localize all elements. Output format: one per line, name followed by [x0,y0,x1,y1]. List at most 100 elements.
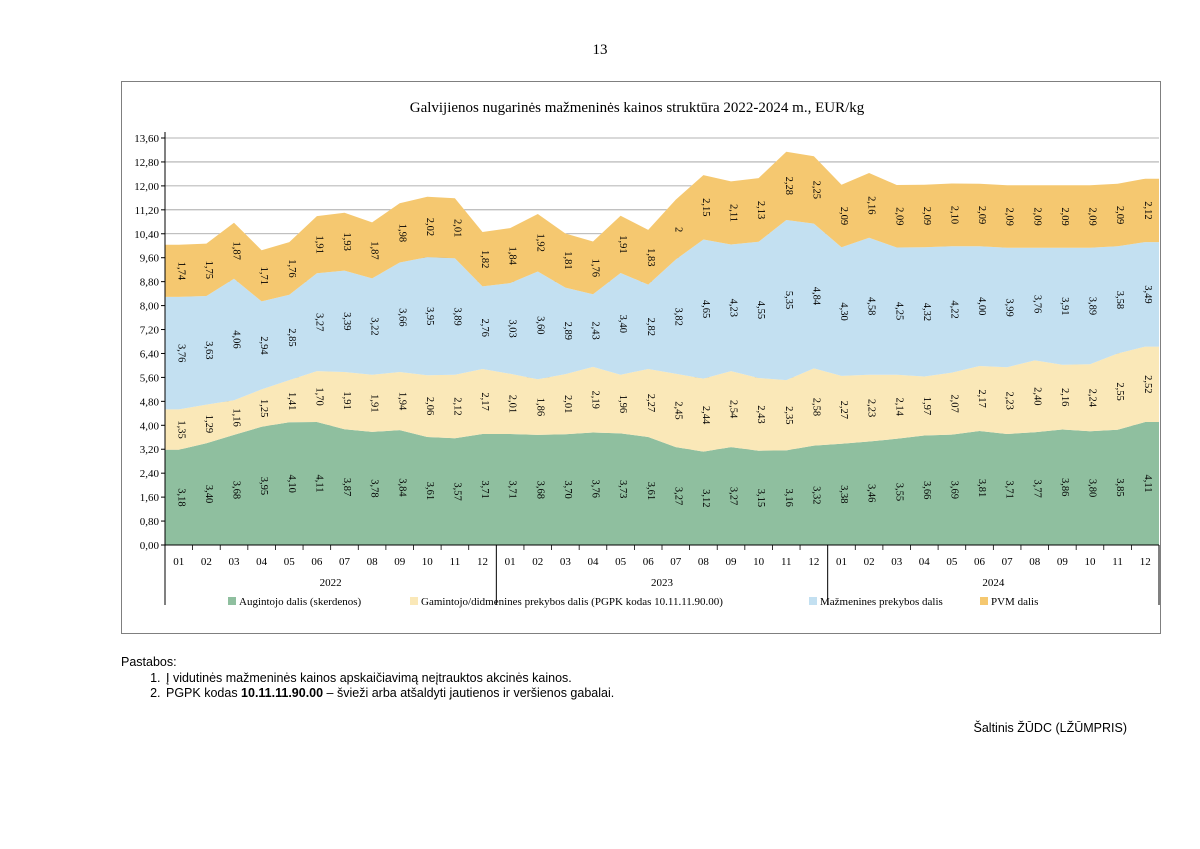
month-label: 07 [670,556,682,568]
notes-label: Pastabos: [121,655,177,669]
data-label-series-3: 3,95 [424,307,435,325]
data-label-series-1: 3,84 [396,478,407,497]
data-label-series-1: 3,71 [507,480,518,498]
data-label-series-4: 2,16 [866,196,877,214]
data-label-series-4: 2 [672,227,683,232]
month-label: 07 [339,556,351,568]
data-label-series-1: 3,61 [645,482,656,500]
month-label: 08 [698,556,710,568]
y-tick-label: 5,60 [140,372,160,384]
data-label-series-1: 3,73 [617,480,628,498]
data-label-series-4: 2,25 [810,181,821,199]
data-label-series-4: 1,71 [258,267,269,285]
data-label-series-1: 3,15 [755,489,766,507]
data-label-series-2: 2,17 [976,389,987,407]
month-label: 01 [836,556,847,568]
data-label-series-1: 3,71 [479,480,490,498]
data-label-series-2: 2,17 [479,392,490,410]
data-label-series-1: 4,11 [313,474,324,492]
data-label-series-3: 4,32 [921,303,932,321]
data-label-series-1: 3,80 [1087,479,1098,497]
data-label-series-3: 3,63 [203,341,214,359]
month-label: 02 [532,556,543,568]
month-label: 05 [615,556,627,568]
data-label-series-1: 3,55 [893,483,904,501]
month-label: 06 [974,556,986,568]
data-label-series-1: 3,12 [700,489,711,507]
y-tick-label: 4,00 [140,420,160,432]
data-label-series-2: 1,41 [286,392,297,410]
y-tick-label: 3,20 [140,444,160,456]
data-label-series-4: 1,74 [175,262,186,281]
data-label-series-3: 4,00 [976,297,987,315]
data-label-series-2: 2,23 [866,399,877,417]
month-label: 08 [1029,556,1041,568]
data-label-series-4: 2,01 [451,219,462,237]
y-tick-label: 8,00 [140,301,160,313]
data-label-series-3: 3,89 [451,307,462,325]
data-label-series-2: 1,35 [175,420,186,438]
data-label-series-1: 3,87 [341,478,352,496]
data-label-series-3: 3,91 [1059,297,1070,315]
data-label-series-3: 4,65 [700,300,711,318]
data-label-series-1: 3,32 [810,486,821,504]
data-label-series-3: 2,76 [479,319,490,337]
data-label-series-4: 1,84 [507,246,518,265]
area-series-4 [165,151,1159,302]
data-label-series-3: 3,76 [175,344,186,362]
data-label-series-2: 1,29 [203,415,214,433]
data-label-series-4: 2,09 [1059,207,1070,225]
month-label: 03 [560,556,572,568]
month-label: 12 [1140,556,1151,568]
data-label-series-2: 1,91 [369,394,380,412]
year-label: 2022 [320,577,342,589]
month-label: 07 [1002,556,1014,568]
data-label-series-4: 2,15 [700,198,711,216]
data-label-series-3: 3,66 [396,308,407,326]
data-label-series-3: 4,55 [755,301,766,319]
data-label-series-2: 2,16 [1059,388,1070,406]
data-label-series-3: 3,40 [617,315,628,333]
month-label: 03 [891,556,903,568]
legend-swatch-3 [809,597,817,605]
data-label-series-4: 1,83 [645,248,656,266]
data-label-series-1: 3,57 [452,482,463,500]
data-label-series-4: 1,93 [341,232,352,250]
data-label-series-2: 2,44 [700,406,711,425]
data-label-series-3: 3,76 [1031,295,1042,313]
data-label-series-2: 2,27 [645,394,656,412]
data-label-series-2: 2,07 [948,394,959,412]
month-label: 01 [173,556,184,568]
data-label-series-4: 1,87 [231,242,242,260]
data-label-series-4: 2,09 [921,207,932,225]
month-label: 09 [394,556,406,568]
note-2-code: 10.11.11.90.00 [241,686,324,700]
month-label: 11 [781,556,792,568]
data-label-series-4: 2,09 [838,207,849,225]
area-series-3 [165,220,1159,410]
data-label-series-1: 3,66 [921,481,932,499]
data-label-series-4: 2,09 [893,207,904,225]
data-label-series-3: 4,30 [838,302,849,320]
month-label: 03 [229,556,241,568]
data-label-series-4: 1,87 [369,241,380,259]
data-label-series-3: 3,60 [534,316,545,334]
data-label-series-4: 1,75 [203,261,214,279]
note-item-1: Į vidutinės mažmeninės kainos apskaičiav… [164,671,614,686]
data-label-series-2: 2,35 [783,406,794,424]
data-label-series-2: 2,23 [1004,391,1015,409]
data-label-series-2: 2,40 [1031,387,1042,405]
data-label-series-3: 4,25 [893,302,904,320]
data-label-series-2: 2,52 [1142,375,1153,393]
y-tick-label: 10,40 [134,229,159,241]
data-label-series-3: 5,35 [783,291,794,309]
data-label-series-2: 2,14 [893,398,904,417]
y-tick-label: 2,40 [140,468,160,480]
y-tick-label: 9,60 [140,253,160,265]
data-label-series-4: 1,91 [314,235,325,253]
month-label: 04 [919,556,931,568]
data-label-series-4: 2,09 [1087,207,1098,225]
data-label-series-3: 4,58 [866,297,877,315]
y-tick-label: 0,00 [140,540,160,552]
data-label-series-2: 1,25 [258,399,269,417]
